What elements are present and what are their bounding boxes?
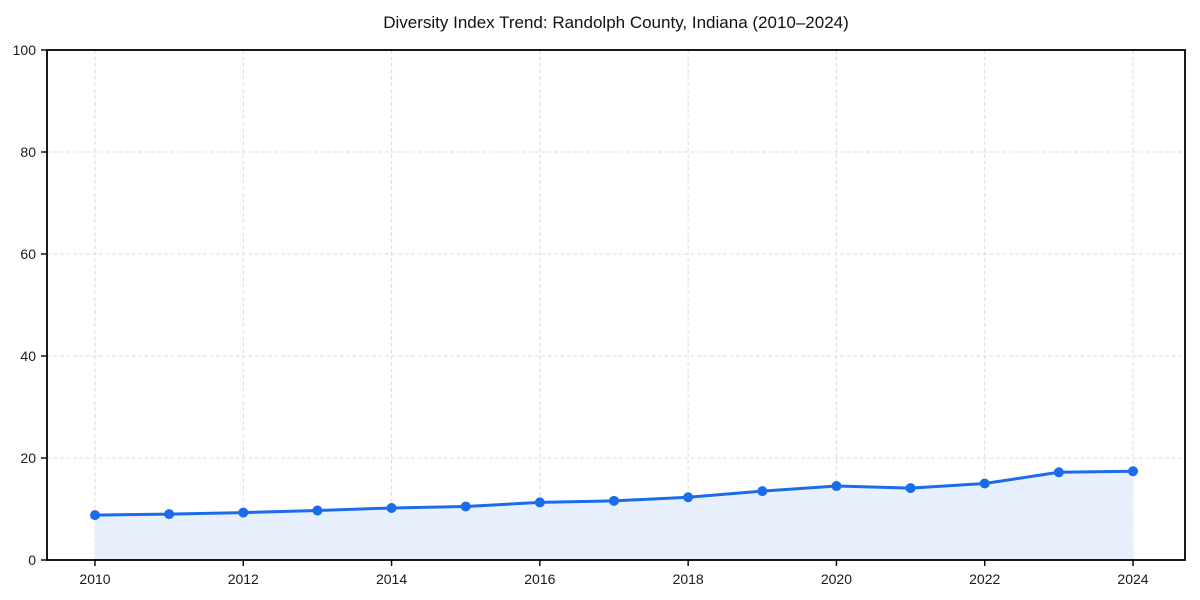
data-point-2024 [1128,466,1138,477]
data-point-2017 [609,495,619,506]
x-tick-label: 2020 [821,571,852,587]
x-tick-label: 2012 [228,571,259,587]
data-point-2022 [979,478,990,489]
x-tick-label: 2022 [969,571,1000,587]
area-fill [95,471,1133,560]
data-point-2011 [164,509,175,520]
data-point-2010 [90,510,100,521]
axis-frame [46,49,1186,561]
data-point-2013 [312,505,323,516]
x-tick-label: 2024 [1117,571,1148,587]
y-tick-label: 40 [20,348,36,364]
data-point-2020 [831,481,842,492]
data-point-2012 [238,507,249,518]
x-tick-label: 2018 [673,571,704,587]
data-point-2021 [905,483,916,494]
chart-title: Diversity Index Trend: Randolph County, … [383,13,849,32]
x-tick-label: 2016 [524,571,555,587]
y-tick-label: 100 [13,42,37,58]
x-tick-label: 2010 [79,571,110,587]
data-point-2023 [1053,467,1064,478]
y-tick-label: 60 [20,246,36,262]
data-point-2014 [386,502,397,513]
y-tick-label: 80 [20,144,36,160]
data-point-2019 [757,486,768,497]
x-tick-label: 2014 [376,571,407,587]
data-point-2018 [683,492,694,503]
data-point-2016 [534,497,545,508]
data-point-2015 [460,501,471,512]
y-tick-label: 20 [20,450,36,466]
y-tick-label: 0 [28,552,36,568]
